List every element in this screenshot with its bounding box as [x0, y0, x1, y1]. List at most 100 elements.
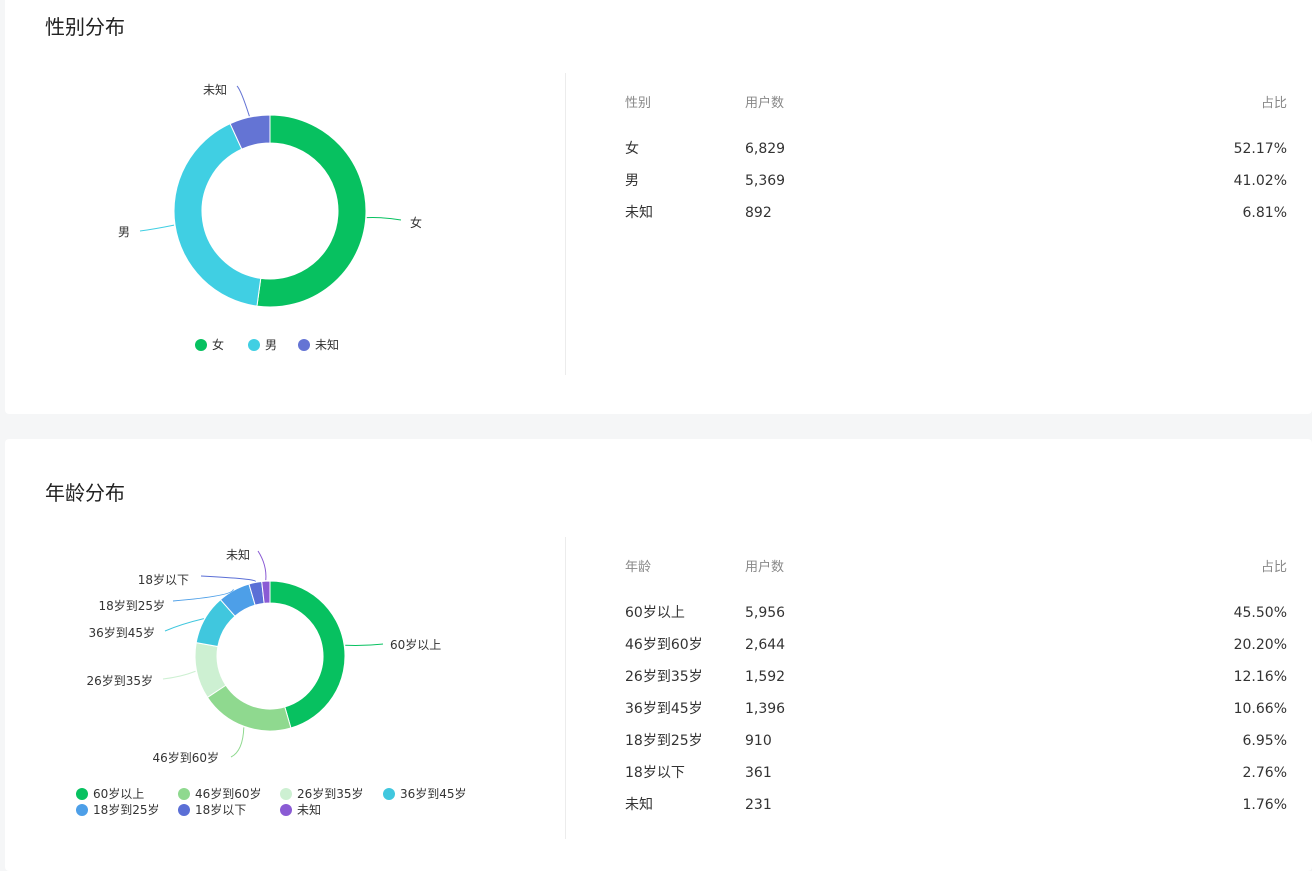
table-row: 18岁到25岁 910 6.95% — [625, 725, 1287, 757]
legend-item[interactable]: 36岁到45岁 — [383, 786, 467, 801]
table-cell: 231 — [745, 797, 772, 813]
legend-dot-icon — [280, 804, 292, 816]
legend-dot-icon — [248, 339, 260, 351]
legend-dot-icon — [76, 788, 88, 800]
donut-slice[interactable] — [173, 123, 262, 307]
legend-dot-icon — [298, 339, 310, 351]
table-header-cell: 性别 — [625, 96, 652, 111]
table-header-cell: 用户数 — [745, 560, 785, 575]
table-row: 60岁以上 5,956 45.50% — [625, 597, 1287, 629]
slice-label: 男 — [118, 225, 130, 239]
leader-line — [257, 550, 267, 581]
table-cell: 未知 — [625, 205, 653, 221]
legend-item[interactable]: 18岁以下 — [178, 802, 246, 817]
table-row: 未知 892 6.81% — [625, 197, 1287, 229]
table-cell: 910 — [745, 733, 772, 749]
legend-label: 26岁到35岁 — [297, 786, 364, 801]
legend-item[interactable]: 60岁以上 — [76, 786, 144, 801]
legend-item[interactable]: 未知 — [280, 803, 321, 817]
slice-label: 60岁以上 — [390, 637, 441, 652]
table-cell: 1,396 — [745, 701, 786, 717]
legend-label: 女 — [212, 337, 224, 352]
table-cell: 10.66% — [1233, 701, 1287, 717]
table-row: 46岁到60岁 2,644 20.20% — [625, 629, 1287, 661]
table-row: 26岁到35岁 1,592 12.16% — [625, 661, 1287, 693]
age-donut-chart: 60岁以上46岁到60岁26岁到35岁36岁到45岁18岁到25岁18岁以下未知… — [76, 548, 467, 817]
table-cell: 2.76% — [1242, 765, 1287, 781]
table-cell: 18岁到25岁 — [625, 733, 703, 749]
donut-slice[interactable] — [261, 580, 271, 604]
table-row: 未知 231 1.76% — [625, 789, 1287, 821]
legend-label: 未知 — [297, 803, 321, 817]
leader-line — [366, 217, 402, 221]
slice-label: 26岁到35岁 — [86, 673, 153, 688]
table-cell: 46岁到60岁 — [625, 637, 703, 653]
donut-slice[interactable] — [229, 114, 271, 150]
slice-label: 未知 — [203, 83, 227, 97]
slice-label: 18岁到25岁 — [98, 598, 165, 613]
legend-dot-icon — [280, 788, 292, 800]
legend-item[interactable]: 18岁到25岁 — [76, 802, 160, 817]
table-row: 36岁到45岁 1,396 10.66% — [625, 693, 1287, 725]
table-cell: 未知 — [625, 797, 653, 813]
table-cell: 36岁到45岁 — [625, 701, 703, 717]
table-cell: 男 — [625, 173, 639, 189]
table-header-cell: 占比 — [1260, 560, 1287, 575]
legend-label: 18岁到25岁 — [93, 802, 160, 817]
legend-dot-icon — [383, 788, 395, 800]
leader-line — [139, 224, 175, 232]
divider — [565, 73, 566, 375]
legend-item[interactable]: 未知 — [298, 338, 339, 352]
table-cell: 41.02% — [1233, 173, 1287, 189]
legend-label: 男 — [265, 338, 277, 352]
legend-item[interactable]: 男 — [248, 338, 277, 352]
leader-line — [230, 727, 245, 758]
table-cell: 2,644 — [745, 637, 786, 653]
leader-line — [164, 618, 204, 632]
table-cell: 20.20% — [1233, 637, 1287, 653]
legend-dot-icon — [178, 804, 190, 816]
table-cell: 60岁以上 — [625, 605, 685, 621]
age-title: 年龄分布 — [45, 481, 125, 505]
divider — [565, 537, 566, 839]
table-cell: 女 — [625, 141, 639, 157]
gender-title: 性别分布 — [45, 15, 125, 39]
table-cell: 12.16% — [1233, 669, 1287, 685]
leader-line — [172, 589, 234, 602]
legend-item[interactable]: 46岁到60岁 — [178, 786, 262, 801]
legend-item[interactable]: 26岁到35岁 — [280, 786, 364, 801]
legend-dot-icon — [178, 788, 190, 800]
leader-line — [236, 85, 250, 117]
leader-line — [345, 643, 384, 646]
table-cell: 52.17% — [1233, 141, 1287, 157]
age-card: 年龄分布 60岁以上 46岁到60岁 26岁到35岁 36岁到45岁 18岁到25岁 18… — [5, 439, 1312, 871]
table-header: 性别 用户数 占比 — [625, 88, 1287, 120]
table-cell: 5,956 — [745, 605, 786, 621]
table-cell: 45.50% — [1233, 605, 1287, 621]
legend-label: 未知 — [315, 338, 339, 352]
slice-label: 18岁以下 — [138, 572, 189, 587]
donut-slice[interactable] — [269, 580, 346, 729]
table-row: 男 5,369 41.02% — [625, 165, 1287, 197]
table-cell: 892 — [745, 205, 772, 221]
slice-label: 未知 — [226, 548, 250, 562]
table-cell: 6.95% — [1242, 733, 1287, 749]
table-row: 18岁以下 361 2.76% — [625, 757, 1287, 789]
gender-donut-chart: 女男未知女男未知 — [118, 83, 422, 352]
legend-label: 46岁到60岁 — [195, 786, 262, 801]
donut-slice[interactable] — [206, 684, 292, 732]
gender-table: 性别 用户数 占比女 6,829 52.17% 男 5,369 41.02% 未知 892 6.81… — [625, 88, 1287, 229]
slice-label: 36岁到45岁 — [88, 625, 155, 640]
table-cell: 1.76% — [1242, 797, 1287, 813]
table-cell: 1,592 — [745, 669, 786, 685]
donut-slice[interactable] — [256, 114, 367, 308]
table-cell: 18岁以下 — [625, 765, 685, 781]
table-header-cell: 年龄 — [625, 560, 652, 575]
legend-item[interactable]: 女 — [195, 337, 224, 352]
legend-dot-icon — [76, 804, 88, 816]
legend-label: 18岁以下 — [195, 802, 246, 817]
slice-label: 女 — [410, 215, 422, 230]
table-header: 年龄 用户数 占比 — [625, 552, 1287, 584]
table-header-cell: 占比 — [1260, 96, 1287, 111]
table-cell: 26岁到35岁 — [625, 669, 703, 685]
